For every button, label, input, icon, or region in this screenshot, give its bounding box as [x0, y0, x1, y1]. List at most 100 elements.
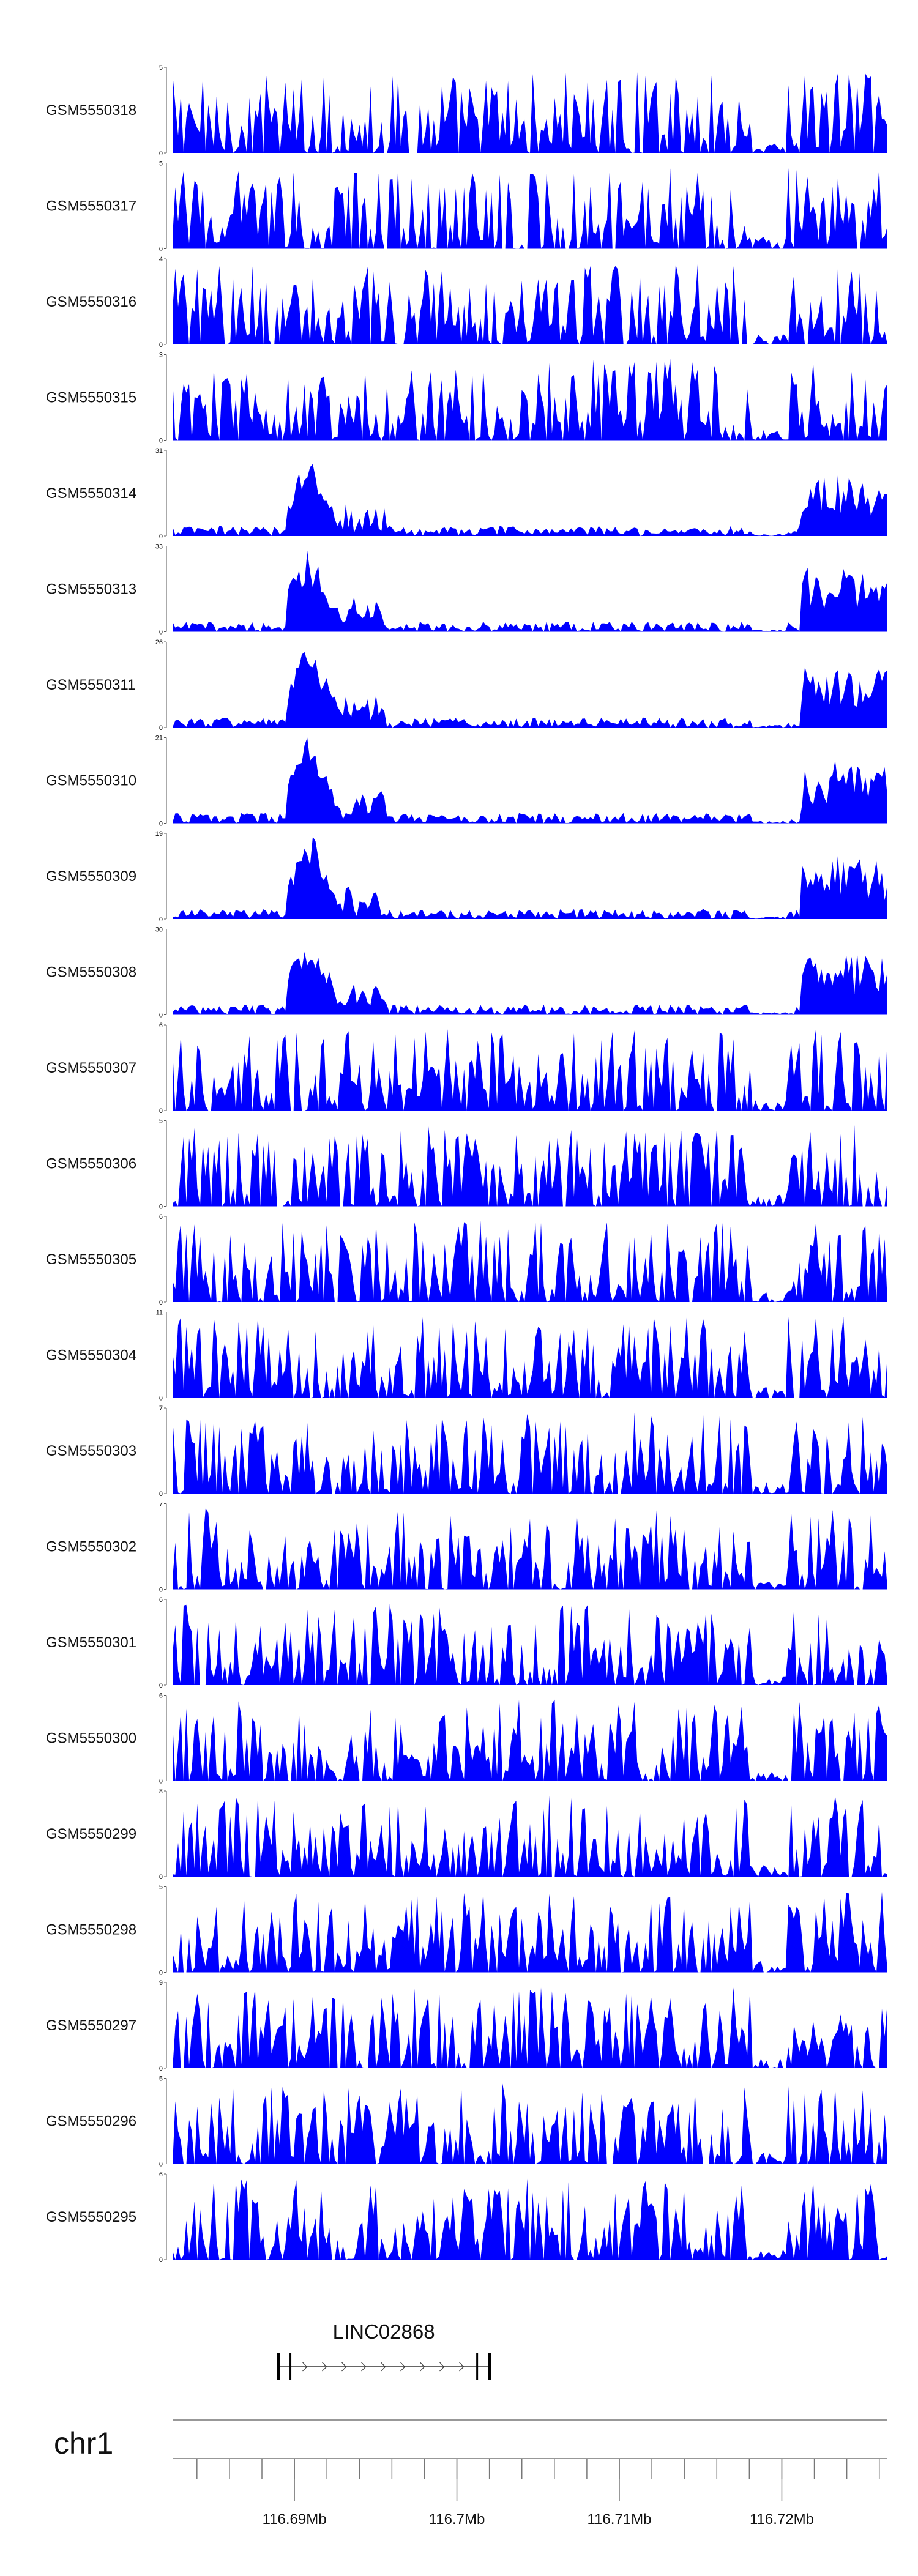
y-max-label: 11: [156, 1309, 163, 1317]
track-label: GSM5550313: [46, 581, 136, 598]
y-min-label: 0: [159, 2065, 163, 2072]
y-min-label: 0: [159, 1395, 163, 1402]
coverage-area: [173, 2083, 887, 2164]
track-label: GSM5550301: [46, 1634, 136, 1651]
axis-tick-label: 116.69Mb: [263, 2511, 327, 2528]
track-gsm5550304: GSM5550304 11 0: [46, 1309, 887, 1402]
axis-tick-label: 116.7Mb: [429, 2511, 485, 2528]
track-gsm5550309: GSM5550309 19 0: [46, 830, 887, 923]
axis-tick-label: 116.71Mb: [588, 2511, 652, 2528]
track-label: GSM5550309: [46, 868, 136, 885]
coverage-area: [173, 72, 887, 154]
strand-arrow: [381, 2362, 386, 2372]
y-max-label: 3: [159, 352, 163, 359]
track-label: GSM5550308: [46, 964, 136, 981]
track-label: GSM5550316: [46, 294, 136, 310]
track-label: GSM5550297: [46, 2017, 136, 2034]
track-label: GSM5550295: [46, 2209, 136, 2225]
coverage-area: [173, 1987, 887, 2068]
coverage-area: [173, 1221, 887, 1302]
track-label: GSM5550311: [46, 677, 135, 693]
track-gsm5550306: GSM5550306 5 0: [46, 1118, 887, 1211]
track-gsm5550311: GSM5550311 26 0: [46, 639, 887, 732]
track-gsm5550301: GSM5550301 6 0: [46, 1596, 887, 1689]
gene-name-label: LINC02868: [333, 2320, 435, 2343]
track-gsm5550313: GSM5550313 33 0: [46, 543, 887, 636]
strand-arrow: [439, 2362, 445, 2372]
track-gsm5550310: GSM5550310 21 0: [46, 735, 887, 828]
y-max-label: 26: [155, 639, 163, 646]
genome-axis: chr1 116.69Mb 116.7Mb 116.71Mb 116.72Mb: [54, 2419, 887, 2528]
y-max-label: 5: [159, 1118, 163, 1125]
y-max-label: 5: [159, 64, 163, 72]
track-gsm5550308: GSM5550308 30 0: [46, 926, 887, 1019]
coverage-area: [173, 1604, 887, 1685]
coverage-area: [173, 1316, 887, 1398]
strand-arrow: [341, 2362, 347, 2372]
y-min-label: 0: [159, 724, 163, 732]
y-min-label: 0: [159, 1107, 163, 1115]
track-gsm5550297: GSM5550297 9 0: [46, 1979, 887, 2072]
track-label: GSM5550296: [46, 2113, 136, 2130]
y-min-label: 0: [159, 821, 163, 828]
strand-arrow: [361, 2362, 367, 2372]
y-min-label: 0: [159, 150, 163, 157]
y-min-label: 0: [159, 1012, 163, 1019]
y-min-label: 0: [159, 1204, 163, 1211]
strand-arrow: [420, 2362, 425, 2372]
coverage-area: [173, 1412, 887, 1494]
y-min-label: 0: [159, 1874, 163, 1881]
y-min-label: 0: [159, 1491, 163, 1498]
y-min-label: 0: [159, 1299, 163, 1306]
coverage-area: [173, 836, 887, 919]
y-min-label: 0: [159, 629, 163, 636]
coverage-area: [173, 652, 887, 728]
track-gsm5550316: GSM5550316 4 0: [46, 256, 887, 349]
coverage-area: [173, 1699, 887, 1781]
y-min-label: 0: [159, 246, 163, 253]
track-label: GSM5550317: [46, 198, 136, 215]
track-gsm5550305: GSM5550305 6 0: [46, 1213, 887, 1306]
track-label: GSM5550299: [46, 1826, 136, 1842]
y-max-label: 5: [159, 2075, 163, 2083]
track-label: GSM5550314: [46, 485, 136, 502]
coverage-area: [173, 1508, 887, 1590]
track-gsm5550317: GSM5550317 5 0: [46, 160, 887, 253]
track-gsm5550314: GSM5550314 31 0: [46, 447, 887, 540]
track-label: GSM5550305: [46, 1251, 136, 1268]
y-max-label: 19: [155, 830, 163, 838]
y-min-label: 0: [159, 533, 163, 540]
track-gsm5550295: GSM5550295 6 0: [46, 2171, 887, 2264]
y-max-label: 4: [159, 256, 163, 263]
y-min-label: 0: [159, 1682, 163, 1689]
coverage-area: [173, 951, 887, 1015]
strand-arrow: [302, 2362, 308, 2372]
y-max-label: 33: [155, 543, 163, 551]
y-max-label: 31: [155, 447, 163, 455]
coverage-area: [173, 1795, 887, 1877]
track-label: GSM5550306: [46, 1156, 136, 1172]
coverage-area: [173, 1891, 887, 1973]
coverage-area: [173, 167, 887, 249]
y-max-label: 30: [155, 926, 163, 934]
y-max-label: 6: [159, 1213, 163, 1221]
strand-arrow: [459, 2362, 465, 2372]
track-label: GSM5550300: [46, 1730, 136, 1747]
y-max-label: 6: [159, 1022, 163, 1029]
coverage-area: [173, 737, 887, 824]
y-min-label: 0: [159, 1587, 163, 1594]
y-min-label: 0: [159, 341, 163, 349]
y-max-label: 6: [159, 1692, 163, 1700]
track-gsm5550303: GSM5550303 7 0: [46, 1405, 887, 1498]
y-max-label: 7: [159, 1405, 163, 1412]
track-gsm5550318: GSM5550318 5 0: [46, 64, 887, 157]
chromosome-label: chr1: [54, 2426, 113, 2460]
coverage-area: [173, 1029, 887, 1111]
track-label: GSM5550298: [46, 1922, 136, 1938]
track-label: GSM5550303: [46, 1443, 136, 1459]
coverage-area: [173, 551, 887, 632]
track-gsm5550298: GSM5550298 5 0: [46, 1884, 887, 1977]
y-max-label: 6: [159, 2171, 163, 2178]
